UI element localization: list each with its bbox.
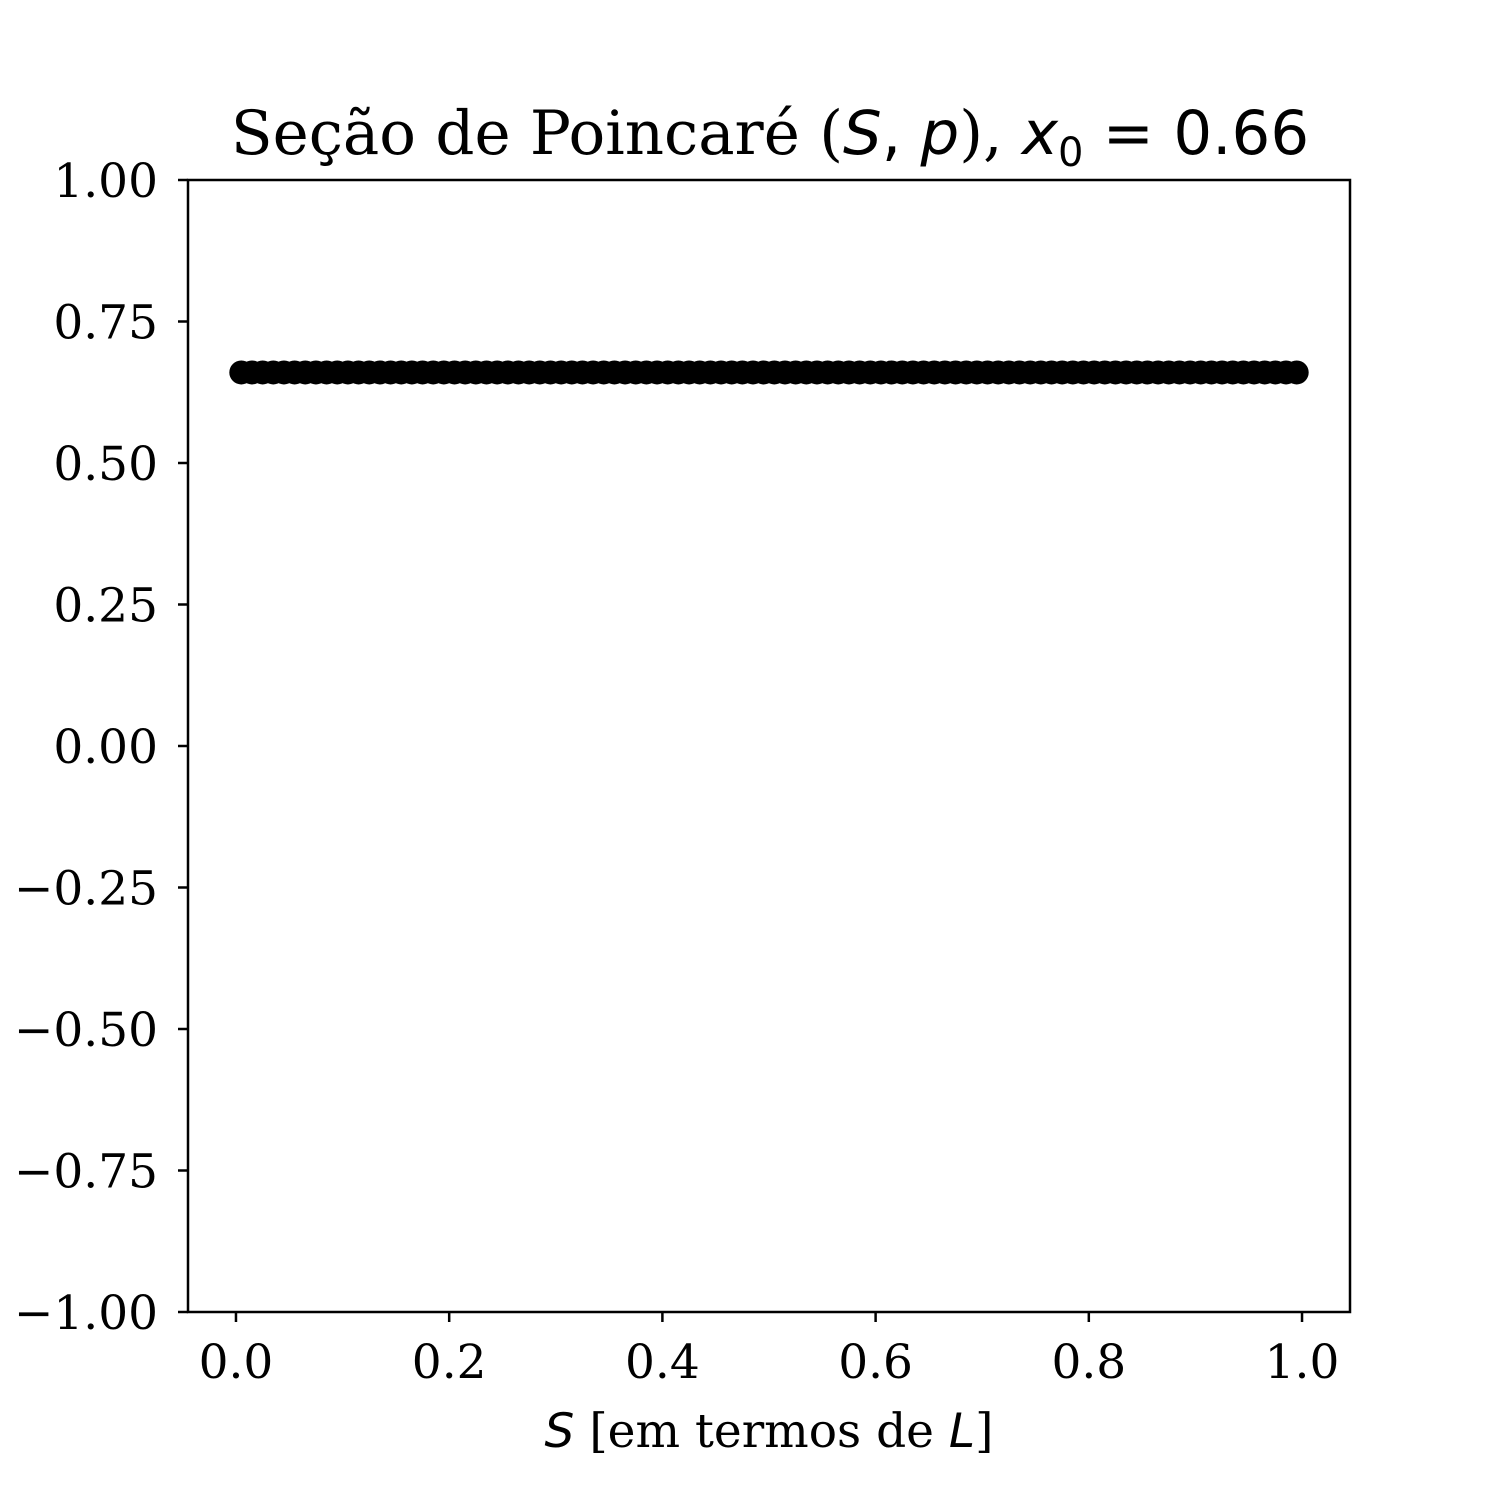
- plot-frame: [186, 178, 1352, 1314]
- chart-title: Seção de Poincaré (S, p), x0 = 0.66: [231, 98, 1309, 176]
- x-tick-label: 0.8: [1051, 1335, 1126, 1390]
- y-tick-label: −0.25: [14, 862, 158, 917]
- x-tick-label: 0.6: [838, 1335, 913, 1390]
- y-tick-label: 0.25: [53, 579, 158, 634]
- y-tick-label: −0.50: [14, 1003, 158, 1058]
- y-tick-label: 0.00: [53, 720, 158, 775]
- data-point: [1284, 360, 1309, 385]
- x-tick-label: 0.2: [412, 1335, 487, 1390]
- y-tick-label: 1.00: [53, 154, 158, 209]
- y-tick-label: −1.00: [14, 1286, 158, 1341]
- points-layer: [229, 360, 1309, 385]
- x-axis-label: S [em termos de L]: [545, 1404, 994, 1459]
- y-tick-label: 0.50: [53, 437, 158, 492]
- y-tick-label: 0.75: [53, 296, 158, 351]
- x-tick-label: 1.0: [1265, 1335, 1340, 1390]
- y-tick-label: −0.75: [14, 1145, 158, 1200]
- x-tick-label: 0.4: [625, 1335, 700, 1390]
- x-tick-label: 0.0: [199, 1335, 274, 1390]
- ticks-layer: 0.0 0.2 0.4 0.6 0.8 1.0 1.00 0.75 0.50 0.25 0.00 −0…: [14, 154, 1339, 1390]
